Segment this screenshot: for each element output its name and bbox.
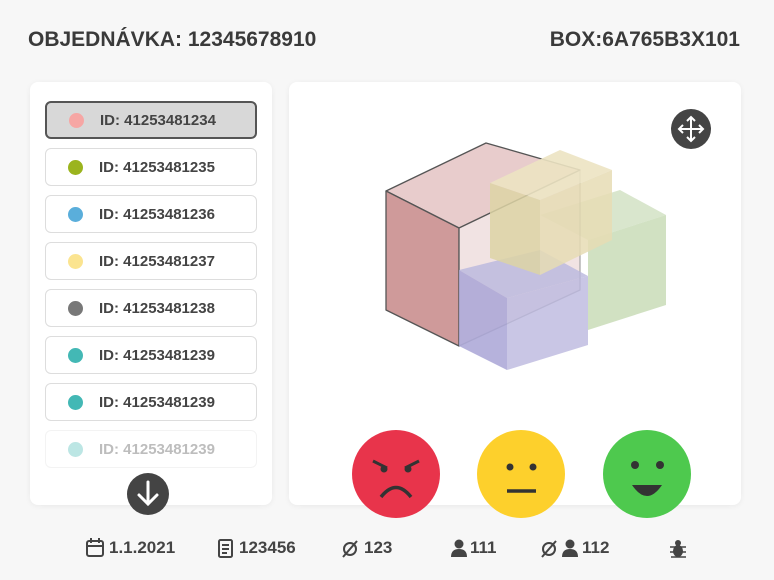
item-dot [68, 441, 83, 457]
item-row[interactable]: ID: 41253481235 [45, 148, 257, 186]
item-id: ID: 41253481236 [99, 205, 215, 223]
rating-neutral[interactable] [477, 430, 565, 518]
item-row[interactable]: ID: 41253481239 [45, 383, 257, 421]
item-dot [68, 300, 83, 316]
item-row[interactable]: ID: 41253481238 [45, 289, 257, 327]
footer-document: 123456 [239, 538, 296, 557]
item-panel: ID: 41253481234 ID: 41253481235 ID: 412534… [30, 82, 272, 505]
item-dot [68, 159, 83, 175]
item-id: ID: 41253481239 [99, 440, 215, 458]
item-list: ID: 41253481234 ID: 41253481235 ID: 412534… [45, 101, 257, 477]
item-dot [69, 112, 84, 128]
footer-persons: 111 [470, 538, 497, 557]
item-dot [68, 347, 83, 363]
item-id: ID: 41253481235 [99, 158, 215, 176]
footer-date: 1.1.2021 [109, 538, 176, 557]
item-dot [68, 253, 83, 269]
item-row[interactable]: ID: 41253481239 [45, 336, 257, 374]
scroll-down-button[interactable] [127, 473, 169, 515]
move-button[interactable] [671, 109, 711, 149]
footer-diameter: 123 [364, 538, 393, 557]
rating-good[interactable] [603, 430, 691, 518]
item-row[interactable]: ID: 41253481236 [45, 195, 257, 233]
item-id: ID: 41253481234 [100, 111, 216, 129]
item-dot [68, 206, 83, 222]
item-row[interactable]: ID: 41253481237 [45, 242, 257, 280]
box-title: BOX:6A765B3X101 [549, 28, 740, 51]
order-title: OBJEDNÁVKA: 12345678910 [28, 28, 317, 51]
item-id: ID: 41253481237 [99, 252, 215, 270]
footer-no-persons: 112 [582, 538, 610, 557]
item-dot [68, 394, 83, 410]
item-id: ID: 41253481239 [99, 346, 215, 364]
rating-bad[interactable] [352, 430, 440, 518]
item-row[interactable]: ID: 41253481239 [45, 430, 257, 468]
item-id: ID: 41253481239 [99, 393, 215, 411]
item-row[interactable]: ID: 41253481234 [45, 101, 257, 139]
item-id: ID: 41253481238 [99, 299, 215, 317]
